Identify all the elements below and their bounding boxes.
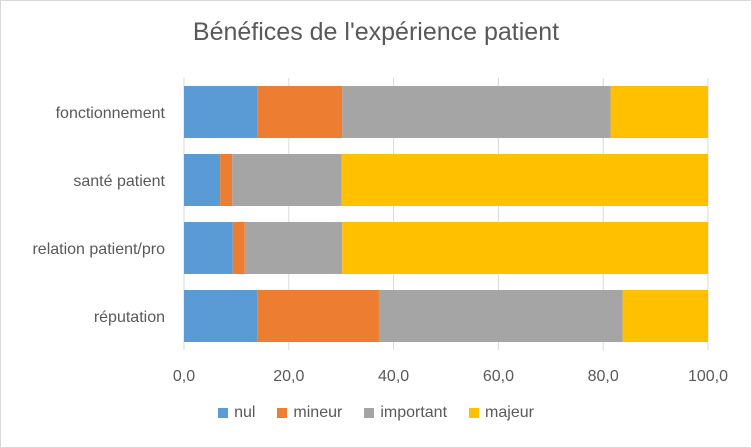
x-tick-label: 60,0 [483, 368, 514, 385]
legend-swatch [218, 408, 229, 418]
bar-important-3 [378, 290, 623, 342]
legend: nul mineur important majeur [0, 404, 752, 422]
legend-item: mineur [277, 404, 342, 422]
bar-mineur-1 [220, 154, 233, 206]
x-tick-label: 100,0 [688, 368, 728, 385]
legend-label: nul [234, 404, 256, 421]
bar-important-1 [232, 154, 342, 206]
bar-important-0 [342, 86, 611, 138]
category-label: relation patient/pro [32, 241, 165, 258]
bar-mineur-2 [232, 222, 245, 274]
category-label: santé patient [73, 173, 165, 190]
bar-mineur-0 [257, 86, 343, 138]
category-label: fonctionnement [56, 105, 166, 122]
bar-nul-0 [184, 86, 258, 138]
x-tick-label: 20,0 [273, 368, 304, 385]
bar-majeur-3 [622, 290, 708, 342]
legend-item: nul [218, 404, 255, 422]
x-tick-label: 40,0 [378, 368, 409, 385]
legend-label: majeur [485, 404, 534, 421]
chart-title: Bénéfices de l'expérience patient [192, 18, 560, 46]
category-label: réputation [94, 309, 165, 326]
legend-swatch [469, 408, 480, 418]
bar-majeur-0 [610, 86, 708, 138]
bar-important-2 [244, 222, 343, 274]
bar-nul-2 [184, 222, 233, 274]
bar-nul-3 [184, 290, 258, 342]
legend-item: important [364, 404, 447, 422]
legend-item: majeur [469, 404, 534, 422]
legend-label: important [380, 404, 448, 421]
bar-nul-1 [184, 154, 221, 206]
legend-swatch [277, 408, 288, 418]
x-tick-label: 0,0 [173, 368, 195, 385]
bar-mineur-3 [257, 290, 379, 342]
legend-label: mineur [293, 404, 343, 421]
legend-swatch [364, 408, 375, 418]
x-tick-label: 80,0 [588, 368, 619, 385]
bar-majeur-2 [342, 222, 708, 274]
bar-majeur-1 [341, 154, 708, 206]
